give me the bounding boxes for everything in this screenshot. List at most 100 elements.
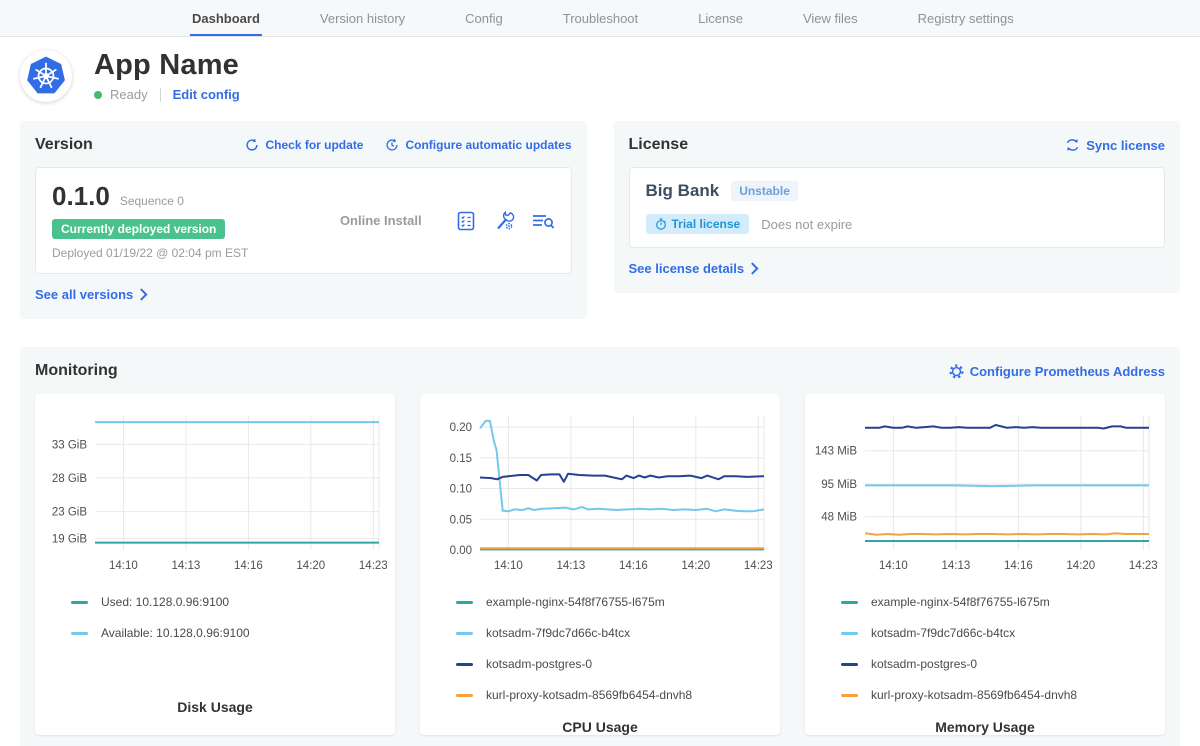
svg-text:14:16: 14:16 bbox=[1004, 560, 1033, 572]
svg-text:14:23: 14:23 bbox=[1129, 560, 1157, 572]
refresh-icon bbox=[245, 138, 259, 152]
app-logo bbox=[20, 50, 72, 102]
svg-text:14:16: 14:16 bbox=[619, 560, 648, 572]
tab-license[interactable]: License bbox=[696, 0, 745, 36]
legend-color-dash bbox=[841, 632, 858, 635]
tab-view-files[interactable]: View files bbox=[801, 0, 860, 36]
channel-badge: Unstable bbox=[731, 181, 798, 201]
svg-text:14:10: 14:10 bbox=[109, 560, 138, 572]
svg-text:0.15: 0.15 bbox=[450, 453, 472, 465]
legend-label: kotsadm-7f9dc7d66c-b4tcx bbox=[871, 626, 1015, 640]
svg-text:0.20: 0.20 bbox=[450, 422, 472, 434]
svg-text:14:23: 14:23 bbox=[359, 560, 387, 572]
configure-automatic-updates-button[interactable]: Configure automatic updates bbox=[385, 138, 571, 152]
license-card: License Sync license Big Bank Unstable T… bbox=[614, 121, 1181, 293]
chart-card-memory-usage: 143 MiB 95 MiB 48 MiB 14:10 14:13 14:16 14:20 1… bbox=[805, 394, 1165, 735]
chart-title: CPU Usage bbox=[428, 719, 772, 741]
svg-text:0.00: 0.00 bbox=[450, 545, 472, 557]
legend-item: kotsadm-7f9dc7d66c-b4tcx bbox=[456, 626, 772, 640]
tab-config[interactable]: Config bbox=[463, 0, 505, 36]
chart-card-disk-usage: 33 GiB28 GiB23 GiB19 GiB14:1014:1314:161… bbox=[35, 394, 395, 735]
tab-troubleshoot[interactable]: Troubleshoot bbox=[561, 0, 640, 36]
preflight-checks-icon[interactable] bbox=[455, 210, 477, 232]
legend-label: kotsadm-postgres-0 bbox=[486, 657, 592, 671]
chevron-right-icon bbox=[750, 262, 759, 275]
chart-title: Memory Usage bbox=[813, 719, 1157, 741]
sync-license-button[interactable]: Sync license bbox=[1065, 138, 1165, 153]
status-text: Ready bbox=[110, 87, 148, 102]
svg-text:0.10: 0.10 bbox=[450, 484, 472, 496]
tab-dashboard[interactable]: Dashboard bbox=[190, 0, 262, 36]
line-chart: 143 MiB 95 MiB 48 MiB 14:10 14:13 14:16 14:20 1… bbox=[813, 406, 1157, 583]
legend-color-dash bbox=[71, 632, 88, 635]
legend-label: kotsadm-postgres-0 bbox=[871, 657, 977, 671]
legend-color-dash bbox=[841, 694, 858, 697]
svg-text:14:16: 14:16 bbox=[234, 560, 263, 572]
check-for-update-button[interactable]: Check for update bbox=[245, 138, 363, 152]
svg-text:14:23: 14:23 bbox=[744, 560, 772, 572]
app-header: App Name Ready Edit config bbox=[20, 49, 1180, 102]
tab-version-history[interactable]: Version history bbox=[318, 0, 407, 36]
clock-refresh-icon bbox=[385, 138, 399, 152]
license-card-title: License bbox=[629, 136, 689, 154]
svg-text:14:20: 14:20 bbox=[1066, 560, 1095, 572]
chart-title: Disk Usage bbox=[43, 699, 387, 721]
install-type-label: Online Install bbox=[307, 213, 455, 228]
version-card-title: Version bbox=[35, 136, 93, 154]
legend-label: Available: 10.128.0.96:9100 bbox=[101, 626, 250, 640]
sync-icon bbox=[1065, 138, 1080, 152]
license-expiry: Does not expire bbox=[761, 217, 852, 232]
svg-text:0.05: 0.05 bbox=[450, 514, 472, 526]
legend-color-dash bbox=[841, 601, 858, 604]
legend-color-dash bbox=[456, 663, 473, 666]
legend-color-dash bbox=[71, 601, 88, 604]
svg-text:14:20: 14:20 bbox=[681, 560, 710, 572]
svg-text:14:13: 14:13 bbox=[557, 560, 586, 572]
chart-card-cpu-usage: 0.200.150.100.050.0014:1014:1314:1614:20… bbox=[420, 394, 780, 735]
tab-registry-settings[interactable]: Registry settings bbox=[916, 0, 1016, 36]
legend-item: kurl-proxy-kotsadm-8569fb6454-dnvh8 bbox=[456, 688, 772, 702]
gear-icon bbox=[949, 364, 964, 379]
svg-text:19 GiB: 19 GiB bbox=[52, 534, 87, 546]
legend-label: example-nginx-54f8f76755-l675m bbox=[486, 595, 665, 609]
legend-item: kotsadm-postgres-0 bbox=[456, 657, 772, 671]
legend-color-dash bbox=[841, 663, 858, 666]
view-logs-icon[interactable] bbox=[531, 210, 555, 232]
legend-label: kurl-proxy-kotsadm-8569fb6454-dnvh8 bbox=[486, 688, 692, 702]
legend-color-dash bbox=[456, 632, 473, 635]
legend-item: Used: 10.128.0.96:9100 bbox=[71, 595, 387, 609]
divider bbox=[160, 88, 161, 102]
deployed-timestamp: Deployed 01/19/22 @ 02:04 pm EST bbox=[52, 246, 307, 260]
svg-text:143 MiB: 143 MiB bbox=[815, 446, 858, 458]
svg-text:48 MiB: 48 MiB bbox=[821, 512, 857, 524]
svg-text:33 GiB: 33 GiB bbox=[52, 439, 87, 451]
legend-color-dash bbox=[456, 601, 473, 604]
svg-text:14:10: 14:10 bbox=[879, 560, 908, 572]
legend-color-dash bbox=[456, 694, 473, 697]
license-details-panel: Big Bank Unstable Trial license Does not… bbox=[629, 167, 1166, 248]
edit-config-link[interactable]: Edit config bbox=[173, 87, 240, 102]
edit-config-icon[interactable] bbox=[493, 210, 515, 232]
see-all-versions-link[interactable]: See all versions bbox=[35, 287, 148, 302]
legend-label: kotsadm-7f9dc7d66c-b4tcx bbox=[486, 626, 630, 640]
line-chart: 33 GiB28 GiB23 GiB19 GiB14:1014:1314:161… bbox=[43, 406, 387, 583]
legend-item: kotsadm-7f9dc7d66c-b4tcx bbox=[841, 626, 1157, 640]
svg-text:14:13: 14:13 bbox=[942, 560, 971, 572]
legend-item: Available: 10.128.0.96:9100 bbox=[71, 626, 387, 640]
svg-text:95 MiB: 95 MiB bbox=[821, 479, 857, 491]
svg-text:23 GiB: 23 GiB bbox=[52, 507, 87, 519]
page-title: App Name bbox=[94, 49, 240, 82]
svg-text:14:20: 14:20 bbox=[296, 560, 325, 572]
legend-label: kurl-proxy-kotsadm-8569fb6454-dnvh8 bbox=[871, 688, 1077, 702]
current-version-panel: 0.1.0 Sequence 0 Currently deployed vers… bbox=[35, 167, 572, 274]
stopwatch-icon bbox=[655, 218, 667, 230]
monitoring-panel: Monitoring Configure Prometheus Address … bbox=[20, 347, 1180, 746]
legend-item: example-nginx-54f8f76755-l675m bbox=[841, 595, 1157, 609]
version-number: 0.1.0 bbox=[52, 181, 110, 212]
legend-item: kotsadm-postgres-0 bbox=[841, 657, 1157, 671]
version-card: Version Check for update Configure autom… bbox=[20, 121, 587, 319]
see-license-details-link[interactable]: See license details bbox=[629, 261, 760, 276]
configure-prometheus-button[interactable]: Configure Prometheus Address bbox=[949, 364, 1165, 379]
kubernetes-icon bbox=[24, 54, 68, 98]
license-name: Big Bank bbox=[646, 181, 720, 201]
